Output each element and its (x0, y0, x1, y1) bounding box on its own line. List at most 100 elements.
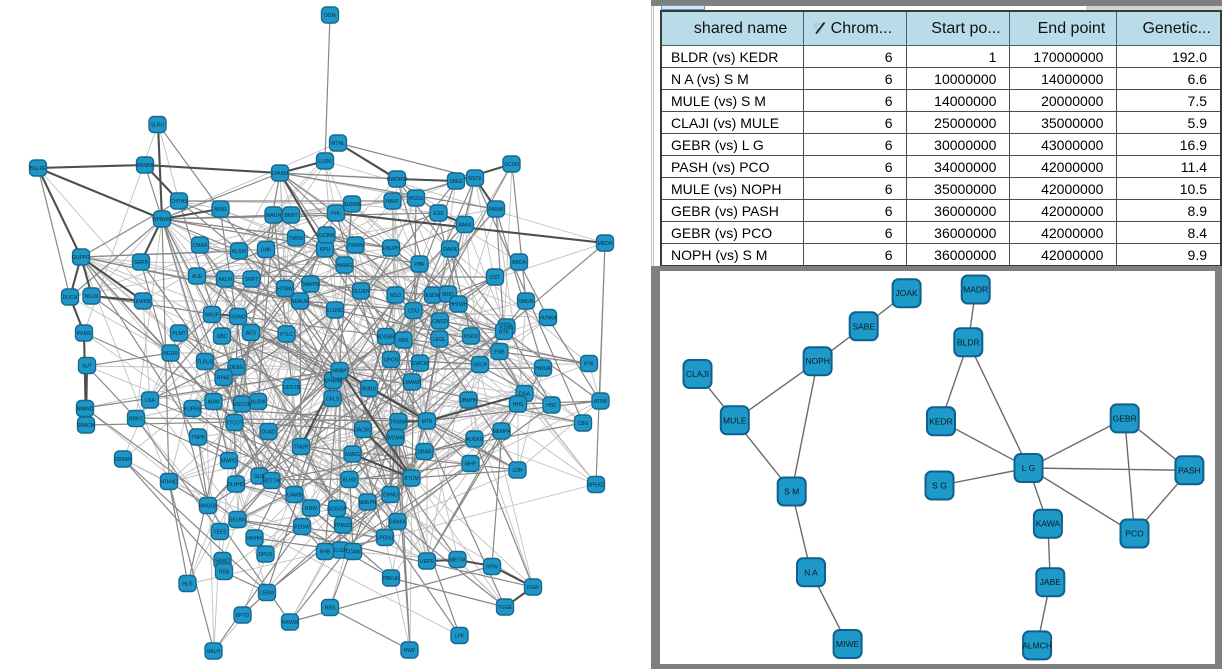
svg-text:HWUA: HWUA (535, 366, 551, 372)
svg-text:LEBM: LEBM (260, 590, 274, 596)
svg-text:RAKK: RAKK (443, 247, 457, 253)
svg-text:DLHHD: DLHHD (227, 482, 245, 488)
svg-text:NWWD: NWWD (77, 406, 94, 412)
svg-text:SLRU: SLRU (151, 122, 165, 128)
svg-text:S M: S M (784, 487, 799, 497)
svg-text:DPUS: DPUS (259, 552, 274, 558)
svg-text:DACBC: DACBC (354, 427, 372, 433)
svg-text:DDKAN: DDKAN (114, 457, 132, 463)
svg-text:KEDR: KEDR (929, 416, 953, 426)
svg-text:LPK: LPK (455, 633, 465, 639)
svg-text:LMAWP: LMAWP (403, 380, 422, 386)
svg-text:MIWE: MIWE (836, 639, 859, 649)
svg-text:ATNB: ATNB (594, 399, 608, 405)
svg-text:BNRD: BNRD (362, 386, 377, 392)
svg-text:AGW: AGW (208, 399, 220, 405)
svg-text:NSDD: NSDD (464, 334, 479, 340)
svg-text:SMGB: SMGB (519, 299, 534, 305)
svg-text:NMEPN: NMEPN (358, 500, 376, 506)
svg-text:SRRB: SRRB (134, 260, 149, 266)
svg-text:NSTE: NSTE (468, 176, 482, 182)
svg-text:EWKB: EWKB (136, 299, 151, 305)
svg-text:HUNKA: HUNKA (539, 315, 557, 321)
svg-text:BRNKB: BRNKB (136, 163, 154, 169)
svg-text:ELGNC: ELGNC (326, 308, 344, 314)
svg-text:SAWD: SAWD (215, 558, 230, 564)
svg-text:GCUN: GCUN (504, 162, 519, 168)
svg-text:UEPR: UEPR (420, 559, 434, 565)
svg-text:GUPPG: GUPPG (72, 255, 90, 261)
svg-text:LDH: LDH (512, 468, 522, 474)
svg-text:LNA: LNA (145, 398, 155, 404)
svg-text:NTE: NTE (499, 329, 510, 335)
svg-text:SKLRN: SKLRN (229, 517, 246, 523)
svg-text:GUE: GUE (254, 474, 266, 480)
svg-text:GANKK: GANKK (389, 519, 407, 525)
svg-text:NGDR: NGDR (163, 351, 178, 357)
svg-text:N A: N A (804, 567, 818, 577)
svg-text:CLAJI: CLAJI (686, 369, 709, 379)
svg-text:CDU: CDU (408, 308, 419, 314)
svg-text:S G: S G (932, 481, 947, 491)
svg-text:MSD: MSD (390, 293, 402, 299)
svg-text:SURAB: SURAB (343, 202, 361, 208)
svg-text:UBMHN: UBMHN (459, 398, 478, 404)
svg-text:METW: METW (450, 557, 466, 563)
svg-text:BDTTW: BDTTW (263, 478, 281, 484)
svg-text:HGGU: HGGU (409, 196, 424, 202)
svg-text:GCBM: GCBM (319, 233, 334, 239)
svg-text:KLHD: KLHD (343, 477, 357, 483)
svg-text:WPBWG: WPBWG (152, 217, 172, 223)
svg-text:DST: DST (490, 275, 500, 281)
svg-text:GCGGW: GCGGW (327, 506, 347, 512)
svg-text:RRS: RRS (325, 605, 336, 611)
svg-text:DGA: DGA (519, 391, 531, 397)
svg-text:DEBG: DEBG (229, 365, 243, 371)
svg-text:NKUP: NKUP (205, 312, 220, 318)
svg-text:ESS: ESS (433, 211, 444, 217)
svg-text:HNNP: HNNP (332, 368, 347, 374)
svg-text:KGW: KGW (527, 585, 539, 591)
svg-text:BKBT: BKBT (284, 213, 297, 219)
svg-text:ALMCH: ALMCH (1022, 640, 1052, 650)
svg-text:PEGW: PEGW (294, 524, 310, 530)
svg-text:TWRD: TWRD (289, 236, 304, 242)
svg-text:HWDRW: HWDRW (387, 177, 407, 183)
svg-text:RBS: RBS (398, 338, 409, 344)
svg-text:TNUP: TNUP (294, 444, 308, 450)
svg-text:AUE: AUE (192, 274, 203, 280)
svg-text:AKLM: AKLM (218, 277, 232, 283)
svg-text:NHHH: NHHH (247, 536, 262, 542)
svg-text:CWCD: CWCD (432, 319, 448, 325)
svg-text:DAWPM: DAWPM (301, 282, 320, 288)
svg-text:LPENU: LPENU (377, 535, 394, 541)
svg-text:LPANM: LPANM (272, 171, 289, 177)
svg-text:HTMW: HTMW (277, 286, 293, 292)
svg-text:SBACM: SBACM (77, 423, 95, 429)
svg-text:HLSW: HLSW (232, 249, 247, 255)
svg-text:DDM: DDM (324, 13, 335, 19)
svg-text:PCO: PCO (1125, 529, 1144, 539)
svg-text:HTHND: HTHND (160, 479, 178, 485)
svg-text:RPW: RPW (486, 564, 498, 570)
svg-text:GEBR: GEBR (1113, 413, 1137, 423)
svg-text:PBR: PBR (414, 262, 425, 268)
svg-text:NEAUM: NEAUM (291, 299, 309, 305)
svg-text:UWGGE: UWGGE (198, 503, 218, 509)
svg-text:KPU: KPU (320, 247, 331, 253)
svg-text:BPTD: BPTD (236, 613, 250, 619)
svg-text:PLMT: PLMT (172, 331, 185, 337)
svg-text:PHL: PHL (331, 211, 341, 217)
svg-text:SWEG: SWEG (345, 452, 360, 458)
svg-text:CMAR: CMAR (193, 243, 208, 249)
svg-text:REB: REB (219, 569, 230, 575)
svg-text:UDSTB: UDSTB (283, 385, 301, 391)
svg-text:ENUPH: ENUPH (382, 246, 400, 252)
svg-text:TPMUD: TPMUD (334, 523, 352, 529)
svg-text:JOAK: JOAK (895, 288, 918, 298)
svg-text:UAWB: UAWB (287, 492, 302, 498)
svg-text:BGLRE: BGLRE (30, 166, 48, 172)
svg-text:GGMD: GGMD (230, 314, 246, 320)
svg-text:TNPB: TNPB (191, 435, 205, 441)
svg-text:MEMPA: MEMPA (493, 429, 512, 435)
